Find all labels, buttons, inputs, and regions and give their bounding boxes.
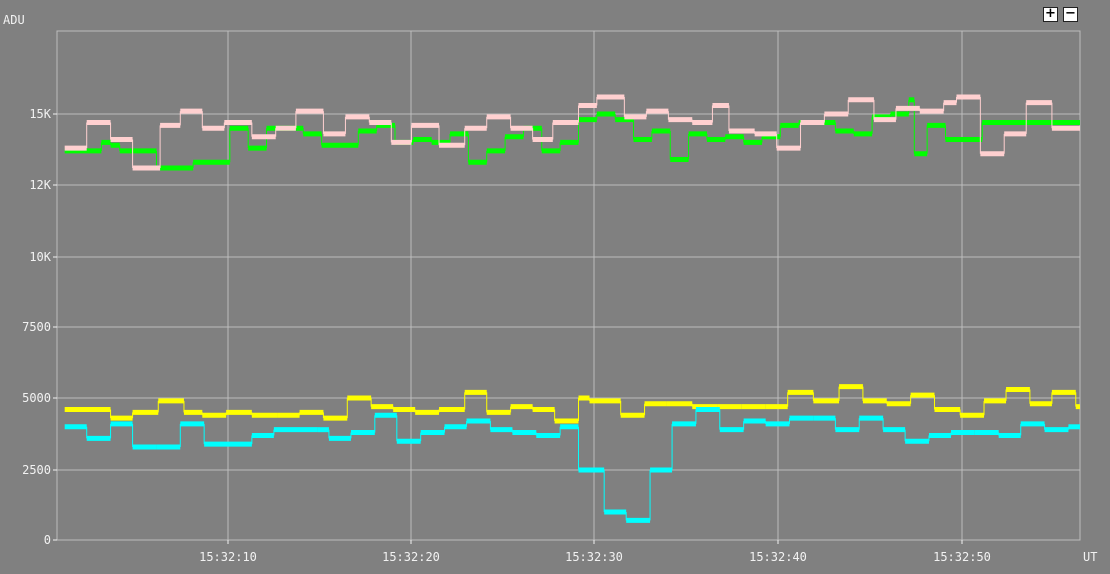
series-2 [64,94,1080,171]
y-tick-label: 5000 [22,391,51,405]
x-tick-label: 15:32:30 [565,550,623,564]
series-layer [64,94,1080,523]
y-tick-label: 12K [29,178,51,192]
x-tick-label: 15:32:20 [382,550,440,564]
series-3 [64,384,1080,424]
y-tick-label: 10K [29,250,51,264]
x-axis-label: UT [1083,550,1097,564]
y-tick-label: 2500 [22,463,51,477]
y-tick-label: 15K [29,107,51,121]
axes: 0 2500 5000 7500 10K 12K 15K 15:32:10 15:32:20 15… [22,107,991,564]
plot-border [56,30,1081,541]
series-4 [64,407,1080,523]
grid-lines [56,30,1081,541]
y-axis-label: ADU [3,13,25,27]
x-tick-label: 15:32:10 [199,550,257,564]
zoom-out-button[interactable]: − [1063,7,1078,22]
y-tick-label: 0 [44,533,51,547]
series-1 [64,97,1080,171]
y-tick-label: 7500 [22,320,51,334]
x-tick-label: 15:32:40 [749,550,807,564]
zoom-in-button[interactable]: + [1043,7,1058,22]
x-tick-label: 15:32:50 [933,550,991,564]
